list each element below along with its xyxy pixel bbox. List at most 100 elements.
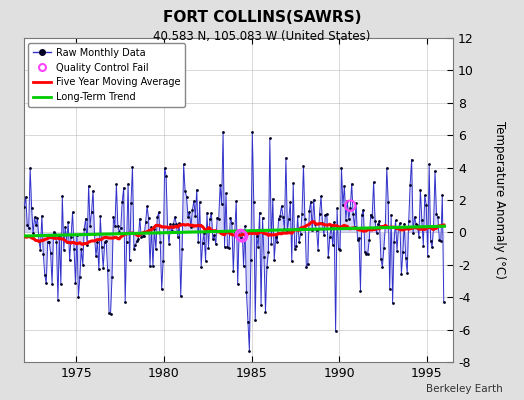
- Point: [175, 220, 183, 226]
- Point: [253, 232, 261, 239]
- Point: [92, 253, 100, 260]
- Point: [242, 289, 250, 296]
- Point: [168, 228, 176, 234]
- Text: Berkeley Earth: Berkeley Earth: [427, 384, 503, 394]
- Point: [435, 237, 444, 243]
- Point: [173, 233, 182, 240]
- Point: [238, 233, 246, 240]
- Point: [43, 239, 52, 245]
- Point: [288, 258, 296, 264]
- Point: [391, 217, 400, 224]
- Point: [25, 224, 33, 231]
- Point: [330, 219, 339, 225]
- Point: [282, 154, 290, 161]
- Point: [108, 274, 116, 280]
- Point: [97, 244, 106, 250]
- Point: [165, 240, 173, 247]
- Point: [378, 263, 387, 270]
- Legend: Raw Monthly Data, Quality Control Fail, Five Year Moving Average, Long-Term Tren: Raw Monthly Data, Quality Control Fail, …: [28, 43, 185, 107]
- Point: [70, 246, 78, 252]
- Point: [162, 172, 170, 179]
- Point: [241, 223, 249, 229]
- Point: [266, 135, 274, 142]
- Point: [279, 214, 287, 220]
- Point: [375, 218, 384, 224]
- Point: [383, 165, 391, 172]
- Point: [80, 226, 89, 232]
- Point: [93, 239, 102, 245]
- Point: [172, 220, 180, 227]
- Point: [95, 266, 103, 272]
- Point: [312, 227, 321, 234]
- Point: [197, 263, 205, 270]
- Point: [210, 232, 219, 238]
- Point: [36, 247, 45, 254]
- Point: [112, 181, 121, 188]
- Point: [286, 198, 294, 205]
- Point: [405, 218, 413, 225]
- Point: [365, 237, 374, 243]
- Point: [212, 241, 220, 247]
- Point: [431, 168, 439, 174]
- Point: [324, 254, 333, 261]
- Point: [184, 214, 192, 220]
- Point: [368, 214, 376, 220]
- Point: [147, 224, 156, 230]
- Point: [277, 203, 286, 209]
- Point: [329, 242, 337, 249]
- Point: [99, 264, 107, 271]
- Point: [127, 199, 135, 206]
- Point: [255, 209, 264, 216]
- Point: [138, 233, 147, 239]
- Point: [271, 234, 280, 240]
- Point: [134, 236, 143, 242]
- Point: [353, 237, 362, 244]
- Point: [254, 244, 263, 250]
- Point: [144, 215, 152, 221]
- Point: [216, 182, 224, 188]
- Point: [38, 212, 46, 219]
- Point: [377, 256, 385, 262]
- Point: [77, 246, 85, 252]
- Point: [273, 239, 281, 246]
- Point: [45, 238, 53, 245]
- Point: [308, 227, 316, 233]
- Point: [333, 205, 341, 212]
- Point: [178, 245, 187, 252]
- Point: [54, 297, 62, 303]
- Point: [114, 223, 122, 230]
- Point: [257, 302, 265, 308]
- Point: [181, 188, 189, 194]
- Point: [355, 235, 363, 241]
- Point: [305, 208, 313, 214]
- Point: [206, 216, 214, 222]
- Point: [67, 234, 75, 240]
- Point: [234, 281, 242, 287]
- Point: [151, 246, 160, 252]
- Point: [155, 209, 163, 216]
- Point: [131, 242, 139, 248]
- Point: [410, 214, 419, 220]
- Point: [62, 238, 71, 245]
- Point: [438, 191, 446, 198]
- Point: [115, 229, 124, 235]
- Point: [102, 238, 111, 244]
- Point: [133, 238, 141, 244]
- Point: [248, 129, 256, 135]
- Point: [418, 217, 426, 224]
- Point: [387, 212, 395, 218]
- Point: [245, 348, 254, 354]
- Point: [110, 213, 118, 220]
- Point: [156, 238, 165, 245]
- Point: [166, 221, 174, 228]
- Point: [39, 251, 48, 257]
- Point: [337, 165, 346, 171]
- Point: [399, 249, 407, 256]
- Point: [159, 258, 167, 264]
- Point: [27, 204, 36, 211]
- Point: [136, 216, 144, 222]
- Point: [33, 215, 41, 221]
- Point: [416, 186, 424, 193]
- Point: [190, 198, 198, 204]
- Point: [193, 186, 201, 193]
